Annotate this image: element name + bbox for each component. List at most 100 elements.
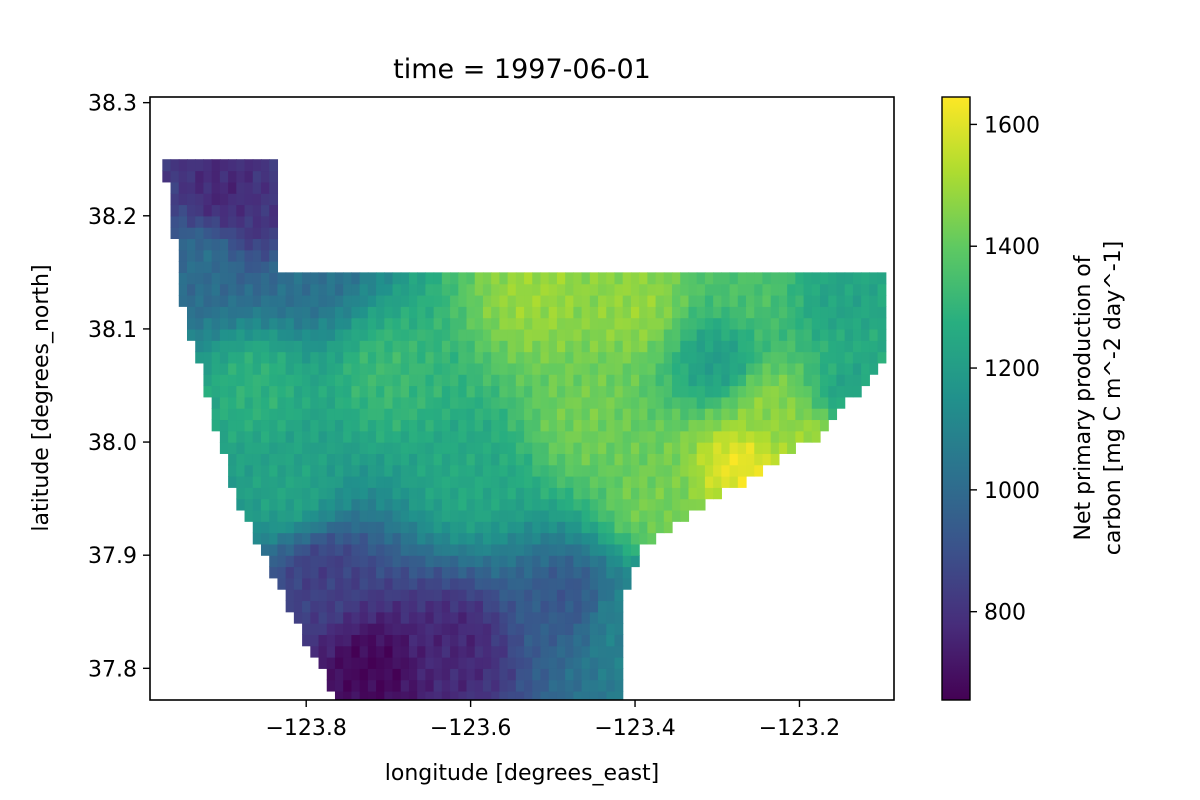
heatmap-cell <box>408 532 418 545</box>
heatmap-cell <box>540 498 550 511</box>
heatmap-cell <box>573 396 583 409</box>
heatmap-cell <box>277 374 287 387</box>
heatmap-cell <box>219 362 229 375</box>
heatmap-cell <box>425 351 435 364</box>
heatmap-cell <box>392 498 402 511</box>
heatmap-cell <box>186 215 196 228</box>
heatmap-cell <box>400 408 410 421</box>
heatmap-cell <box>861 340 870 353</box>
heatmap-cell <box>458 543 468 556</box>
heatmap-cell <box>351 521 361 534</box>
heatmap-cell <box>589 283 599 296</box>
heatmap-cells <box>162 159 887 700</box>
heatmap-cell <box>869 306 879 319</box>
heatmap-cell <box>326 589 336 602</box>
heatmap-cell <box>252 227 262 240</box>
heatmap-cell <box>556 385 566 398</box>
heatmap-cell <box>688 351 698 364</box>
heatmap-cell <box>302 577 311 590</box>
heatmap-cell <box>581 385 591 398</box>
heatmap-cell <box>458 476 468 488</box>
heatmap-cell <box>581 328 591 341</box>
heatmap-cell <box>351 408 361 421</box>
heatmap-cell <box>441 555 451 568</box>
heatmap-cell <box>293 430 303 443</box>
heatmap-cell <box>622 509 632 522</box>
heatmap-cell <box>392 532 402 545</box>
heatmap-cell <box>482 385 492 398</box>
heatmap-cell <box>351 374 361 387</box>
heatmap-cell <box>630 396 640 409</box>
heatmap-cell <box>598 498 607 511</box>
heatmap-cell <box>548 272 558 285</box>
heatmap-cell <box>524 396 533 409</box>
heatmap-cell <box>326 657 336 669</box>
heatmap-cell <box>507 645 517 658</box>
heatmap-cell <box>754 374 764 387</box>
heatmap-cell <box>820 317 829 330</box>
heatmap-cell <box>277 464 287 477</box>
heatmap-cell <box>737 453 747 466</box>
heatmap-cell <box>203 227 213 240</box>
heatmap-cell <box>532 317 542 330</box>
heatmap-cell <box>491 657 500 669</box>
heatmap-cell <box>458 328 468 341</box>
heatmap-cell <box>524 623 533 635</box>
heatmap-cell <box>293 498 303 511</box>
heatmap-cell <box>548 645 558 658</box>
heatmap-cell <box>606 442 616 454</box>
heatmap-cell <box>704 328 714 341</box>
heatmap-cell <box>376 611 385 624</box>
heatmap-cell <box>392 294 402 307</box>
heatmap-cell <box>647 396 657 409</box>
heatmap-cell <box>269 396 279 409</box>
heatmap-cell <box>811 385 821 398</box>
heatmap-cell <box>598 408 607 421</box>
heatmap-cell <box>515 589 525 602</box>
heatmap-cell <box>499 464 509 477</box>
heatmap-cell <box>491 362 500 375</box>
heatmap-cell <box>441 306 451 319</box>
heatmap-cell <box>491 294 500 307</box>
heatmap-cell <box>458 419 468 432</box>
heatmap-cell <box>861 317 870 330</box>
heatmap-cell <box>573 690 583 700</box>
heatmap-cell <box>302 419 311 432</box>
heatmap-cell <box>556 679 566 692</box>
heatmap-cell <box>326 306 336 319</box>
heatmap-cell <box>359 374 369 387</box>
heatmap-cell <box>565 476 574 488</box>
heatmap-cell <box>754 464 764 477</box>
heatmap-cell <box>614 328 624 341</box>
heatmap-cell <box>326 679 336 692</box>
heatmap-cell <box>384 362 394 375</box>
heatmap-cell <box>762 317 772 330</box>
heatmap-cell <box>614 543 624 556</box>
heatmap-cell <box>310 374 320 387</box>
heatmap-cell <box>408 555 418 568</box>
heatmap-cell <box>556 362 566 375</box>
heatmap-cell <box>844 272 854 285</box>
heatmap-cell <box>589 566 599 579</box>
heatmap-cell <box>524 351 533 364</box>
heatmap-cell <box>252 396 262 409</box>
heatmap-cell <box>474 340 484 353</box>
heatmap-cell <box>351 634 361 647</box>
heatmap-cell <box>565 317 574 330</box>
heatmap-cell <box>219 430 229 443</box>
heatmap-cell <box>606 623 616 635</box>
heatmap-cell <box>639 385 648 398</box>
heatmap-cell <box>244 181 254 194</box>
heatmap-cell <box>589 351 599 364</box>
heatmap-cell <box>787 442 796 454</box>
heatmap-cell <box>507 555 517 568</box>
heatmap-cell <box>219 159 229 172</box>
heatmap-cell <box>598 543 607 556</box>
heatmap-cell <box>302 498 311 511</box>
heatmap-cell <box>433 611 443 624</box>
heatmap-cell <box>729 283 739 296</box>
heatmap-cell <box>499 600 509 613</box>
heatmap-cell <box>433 385 443 398</box>
heatmap-cell <box>186 193 196 206</box>
heatmap-cell <box>565 566 574 579</box>
